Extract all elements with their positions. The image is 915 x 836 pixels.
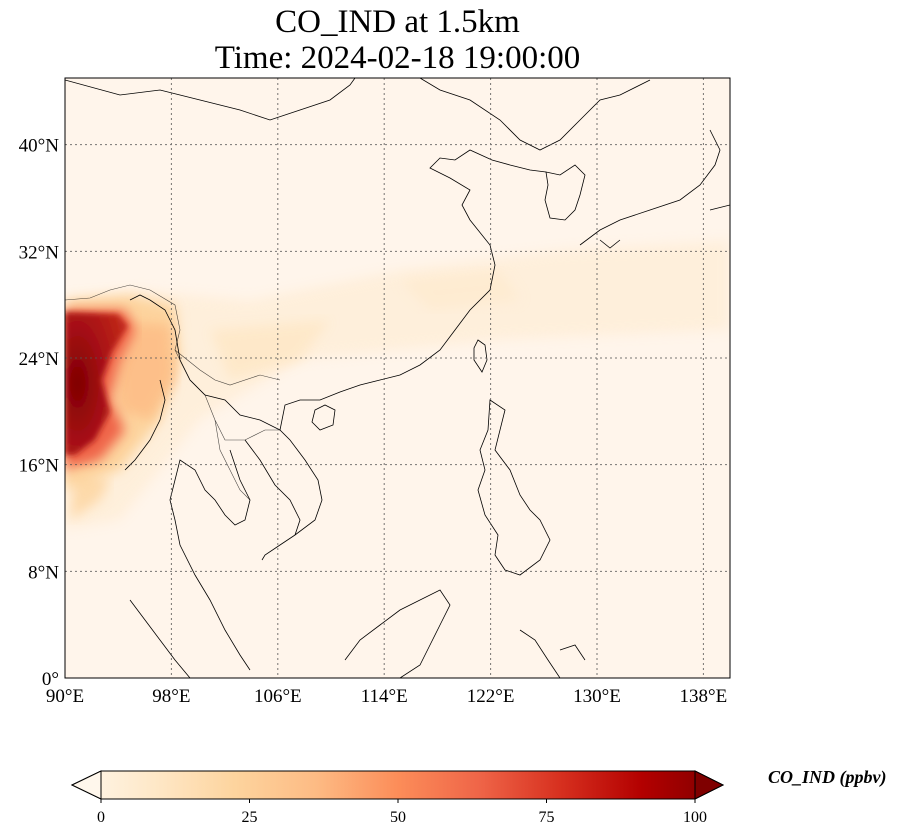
map-frame (64, 77, 731, 679)
colorbar-tick-label: 100 (683, 809, 707, 826)
lat-tick-label: 8°N (28, 562, 59, 583)
country-borders (65, 284, 281, 501)
lon-tick-label: 130°E (573, 686, 621, 707)
plume-core (65, 312, 128, 455)
lat-tick-labels: 0° 8°N 16°N 24°N 32°N 40°N (19, 136, 60, 690)
colorbar-label: CO_IND (ppbv) (768, 767, 887, 787)
lon-tick-label: 106°E (254, 686, 302, 707)
lat-tick-label: 16°N (19, 456, 60, 477)
colorbar-tick-label: 0 (97, 809, 105, 826)
map-title-line-2: Time: 2024-02-18 19:00:00 (214, 40, 581, 76)
lon-tick-labels: 90°E 98°E 106°E 114°E 122°E 130°E 138°E (46, 686, 727, 707)
lat-tick-label: 32°N (19, 242, 60, 263)
colorbar-tick-label: 25 (242, 809, 258, 826)
lon-tick-label: 138°E (680, 686, 728, 707)
concentration-field (65, 240, 730, 530)
lat-tick-label: 40°N (19, 136, 60, 157)
lat-tick-label: 24°N (19, 349, 60, 370)
map-area (65, 78, 730, 678)
colorbar-bar (70, 770, 725, 800)
lon-tick-label: 98°E (152, 686, 190, 707)
colorbar-min-extend-arrow (70, 770, 102, 800)
gridlines (65, 78, 730, 678)
map-title-line-1: CO_IND at 1.5km (275, 4, 520, 40)
colorbar-tick-label: 75 (539, 809, 555, 826)
colorbar-max-extend-arrow (694, 770, 725, 800)
lon-tick-label: 122°E (467, 686, 515, 707)
lon-tick-label: 114°E (361, 686, 408, 707)
lon-tick-label: 90°E (46, 686, 84, 707)
lat-tick-label: 0° (42, 669, 59, 690)
colorbar-tick-labels: 0 25 50 75 100 (97, 799, 707, 826)
colorbar: 0 25 50 75 100 (70, 770, 725, 826)
colorbar-tick-label: 50 (390, 809, 406, 826)
